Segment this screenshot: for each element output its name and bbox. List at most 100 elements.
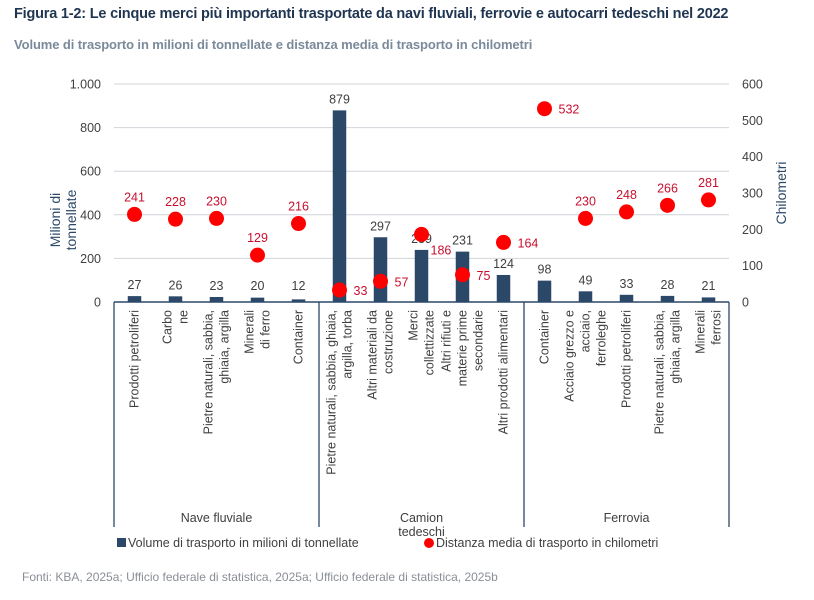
group-label-line: tedeschi xyxy=(398,525,445,539)
legend-bar-swatch xyxy=(117,538,126,547)
group-label-line: Nave fluviale xyxy=(181,511,253,525)
dot xyxy=(455,267,470,283)
category-label: Prodotti petroliferi xyxy=(620,310,634,408)
bar-value-label: 23 xyxy=(210,279,224,293)
category-label: Container xyxy=(538,310,552,364)
dot-value-label: 228 xyxy=(165,195,186,209)
bar xyxy=(250,297,265,302)
right-axis-title: Chilometri xyxy=(773,161,789,224)
category-label: Pietre naturali, sabbia, ghiaia, argilla xyxy=(653,310,683,434)
category-label-line: secondarie xyxy=(472,310,486,371)
x-axis xyxy=(113,301,730,527)
dot xyxy=(619,204,634,220)
category-label-line: Altri materiali da xyxy=(366,310,380,400)
category-label: Pietre naturali, sabbia, ghiaia, argilla xyxy=(202,310,232,434)
source-note: Fonti: KBA, 2025a; Ufficio federale di s… xyxy=(22,570,498,584)
category-label: Container xyxy=(292,310,306,364)
group-label-line: Ferrovia xyxy=(604,511,650,525)
bar xyxy=(619,294,634,302)
dot xyxy=(209,210,224,226)
dot xyxy=(332,282,347,298)
right-tick-label: 500 xyxy=(742,114,763,128)
category-label: Altri rifiuti e materie prime secondarie xyxy=(440,310,486,386)
bar xyxy=(496,274,511,302)
category-label-line: ferrosi xyxy=(710,310,724,345)
dot xyxy=(496,234,511,250)
dot-value-labels: 241 228 230 129 216 33 57 186 75 164 532 230 248 266 2… xyxy=(124,103,719,298)
category-label: Pietre naturali, sabbia, ghiaia, argilla,… xyxy=(325,310,355,475)
bar-value-label: 12 xyxy=(292,279,306,293)
category-label-line: Minerali xyxy=(243,310,257,354)
category-label-line: ferroleghe xyxy=(595,310,609,366)
bar xyxy=(168,296,183,302)
bar-value-label: 26 xyxy=(169,278,183,292)
bar xyxy=(127,296,142,302)
dot xyxy=(127,206,142,222)
bar-value-label: 21 xyxy=(702,279,716,293)
left-tick-label: 600 xyxy=(80,165,101,179)
dot-value-label: 230 xyxy=(575,194,596,208)
category-labels: Prodotti petroliferi Carbo ne Pietre natura… xyxy=(128,310,724,475)
dot-value-label: 129 xyxy=(247,231,268,245)
category-label: Minerali ferrosi xyxy=(694,310,724,354)
dot xyxy=(537,101,552,117)
dot xyxy=(168,211,183,227)
category-label-line: Prodotti petroliferi xyxy=(620,310,634,408)
dot xyxy=(701,192,716,208)
bar xyxy=(660,295,675,302)
category-label-line: Altri rifiuti e xyxy=(440,310,454,372)
legend-dot-label: Distanza media di trasporto in chilometr… xyxy=(436,536,658,550)
category-label-line: collettizzate xyxy=(423,310,437,375)
bar-value-label: 49 xyxy=(579,273,593,287)
dot-value-label: 75 xyxy=(477,269,491,283)
right-tick-label: 400 xyxy=(742,150,763,164)
bar-value-label: 879 xyxy=(329,92,350,106)
category-label: Altri prodotti alimentari xyxy=(497,310,511,434)
category-label: Merci collettizzate xyxy=(407,310,437,375)
bar xyxy=(414,249,429,302)
dot-value-label: 266 xyxy=(657,181,678,195)
category-label: Acciaio grezzo e acciaio, ferroleghe xyxy=(563,310,609,402)
category-label-line: ghiaia, argilla xyxy=(218,310,232,384)
dot xyxy=(578,210,593,226)
right-tick-label: 200 xyxy=(742,223,763,237)
bar-value-label: 297 xyxy=(370,219,391,233)
left-axis-title-line: Milioni di xyxy=(47,193,63,247)
category-label: Prodotti petroliferi xyxy=(128,310,142,408)
bar-value-label: 231 xyxy=(452,234,473,248)
category-label-line: Minerali xyxy=(694,310,708,354)
bar xyxy=(537,280,552,302)
dot xyxy=(373,273,388,289)
category-label-line: Container xyxy=(538,310,552,364)
bar xyxy=(373,237,388,302)
group-label-line: Camion xyxy=(400,511,443,525)
chart-subtitle: Volume di trasporto in milioni di tonnel… xyxy=(14,37,533,52)
bar-value-label: 33 xyxy=(620,277,634,291)
left-tick-label: 200 xyxy=(80,252,101,266)
right-tick-label: 300 xyxy=(742,187,763,201)
dot xyxy=(250,247,265,263)
dot-series xyxy=(127,101,716,298)
left-axis-title-line: tonnellate xyxy=(63,189,79,250)
category-label: Minerali di ferro xyxy=(243,310,273,354)
bar-value-label: 98 xyxy=(538,263,552,277)
left-tick-label: 400 xyxy=(80,208,101,222)
category-label-line: Container xyxy=(292,310,306,364)
category-label-line: Prodotti petroliferi xyxy=(128,310,142,408)
bar xyxy=(332,110,347,303)
left-tick-label: 1.000 xyxy=(70,78,101,92)
category-label-line: Pietre naturali, sabbia, ghiaia, xyxy=(325,310,339,475)
bar-value-label: 28 xyxy=(661,278,675,292)
dot-value-label: 33 xyxy=(354,284,368,298)
category-label-line: Pietre naturali, sabbia, xyxy=(653,310,667,434)
dot-value-label: 248 xyxy=(616,188,637,202)
category-label-line: Acciaio grezzo e xyxy=(563,310,577,402)
bar xyxy=(291,299,306,302)
right-axis-ticks: 0 100 200 300 400 500 600 xyxy=(742,78,763,310)
category-label-line: acciaio, xyxy=(579,310,593,352)
dot-value-label: 164 xyxy=(518,236,539,250)
legend-dot-swatch xyxy=(424,538,434,548)
category-label-line: di ferro xyxy=(259,310,273,349)
